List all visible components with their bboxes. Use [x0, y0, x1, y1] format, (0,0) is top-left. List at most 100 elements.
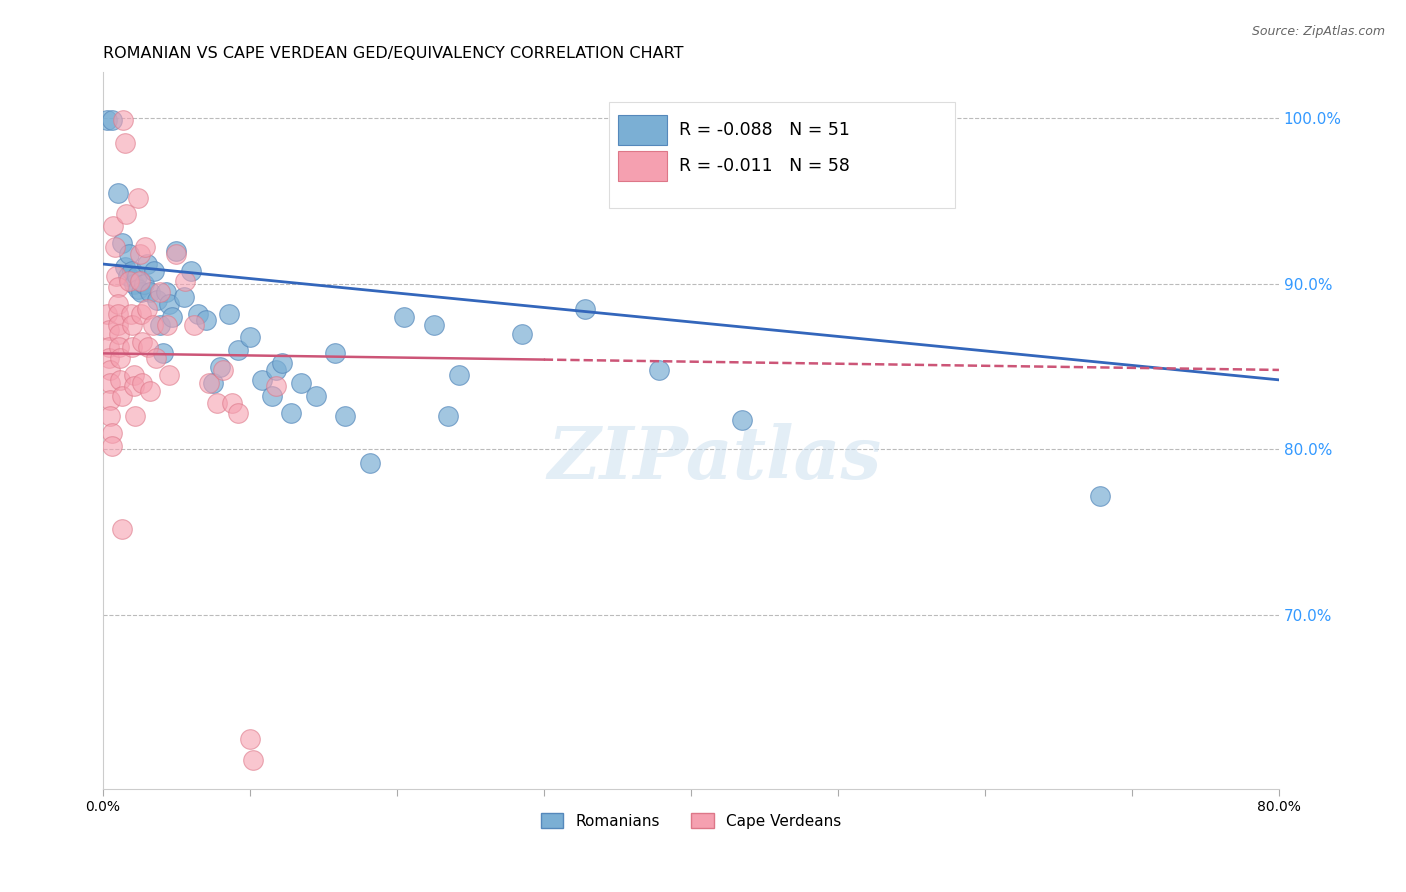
- Point: [266, 379, 288, 393]
- Point: [131, 376, 153, 391]
- Point: [226, 343, 249, 357]
- Point: [152, 346, 174, 360]
- Point: [647, 363, 669, 377]
- Point: [174, 274, 197, 288]
- FancyBboxPatch shape: [619, 151, 668, 181]
- Point: [187, 307, 209, 321]
- Point: [107, 307, 129, 321]
- Legend: Romanians, Cape Verdeans: Romanians, Cape Verdeans: [534, 806, 848, 835]
- Point: [98, 392, 121, 407]
- Point: [146, 293, 169, 308]
- Point: [129, 307, 152, 321]
- Point: [138, 340, 160, 354]
- Text: Source: ZipAtlas.com: Source: ZipAtlas.com: [1251, 25, 1385, 38]
- Point: [111, 389, 134, 403]
- Point: [165, 244, 187, 258]
- Point: [194, 313, 217, 327]
- Text: R = -0.011   N = 58: R = -0.011 N = 58: [679, 157, 851, 175]
- Point: [139, 384, 162, 399]
- Point: [100, 439, 122, 453]
- Point: [105, 268, 128, 283]
- Point: [180, 263, 202, 277]
- Point: [437, 409, 460, 424]
- Point: [239, 330, 262, 344]
- Point: [128, 247, 150, 261]
- Point: [135, 301, 157, 316]
- Point: [183, 318, 205, 333]
- Point: [173, 290, 195, 304]
- Point: [107, 318, 129, 333]
- Point: [280, 406, 302, 420]
- Point: [98, 409, 121, 424]
- Point: [359, 456, 381, 470]
- Point: [149, 285, 172, 300]
- Point: [114, 260, 136, 275]
- Text: ROMANIAN VS CAPE VERDEAN GED/EQUIVALENCY CORRELATION CHART: ROMANIAN VS CAPE VERDEAN GED/EQUIVALENCY…: [103, 46, 683, 62]
- Point: [107, 280, 129, 294]
- Point: [107, 297, 129, 311]
- Point: [145, 351, 167, 366]
- Point: [121, 340, 143, 354]
- Point: [156, 318, 179, 333]
- Point: [132, 277, 155, 291]
- Point: [97, 351, 120, 366]
- Point: [209, 359, 232, 374]
- Point: [197, 376, 219, 391]
- Point: [108, 340, 131, 354]
- Point: [122, 368, 145, 382]
- Point: [131, 334, 153, 349]
- Point: [114, 136, 136, 151]
- Point: [731, 412, 754, 426]
- FancyBboxPatch shape: [609, 103, 956, 208]
- Point: [335, 409, 357, 424]
- Point: [103, 240, 125, 254]
- Point: [128, 274, 150, 288]
- Point: [100, 113, 122, 128]
- Point: [96, 307, 118, 321]
- Point: [110, 373, 132, 387]
- Point: [122, 379, 145, 393]
- Point: [98, 363, 121, 377]
- Point: [100, 425, 122, 440]
- Point: [142, 318, 165, 333]
- Point: [121, 318, 143, 333]
- Point: [111, 235, 134, 250]
- Point: [149, 318, 172, 333]
- Point: [155, 285, 177, 300]
- Point: [96, 113, 118, 128]
- Point: [207, 396, 229, 410]
- Point: [121, 263, 143, 277]
- Point: [118, 247, 141, 261]
- Point: [242, 753, 264, 767]
- Point: [115, 207, 138, 221]
- Point: [139, 285, 162, 300]
- Point: [127, 282, 149, 296]
- Point: [143, 263, 166, 277]
- Point: [97, 323, 120, 337]
- Point: [422, 318, 444, 333]
- Point: [212, 363, 235, 377]
- Point: [107, 186, 129, 200]
- Point: [392, 310, 415, 324]
- Point: [160, 310, 183, 324]
- Point: [108, 326, 131, 341]
- Text: R = -0.088   N = 51: R = -0.088 N = 51: [679, 121, 851, 139]
- Point: [97, 340, 120, 354]
- Point: [98, 376, 121, 391]
- Point: [305, 389, 328, 403]
- Point: [125, 268, 148, 283]
- Point: [117, 268, 139, 283]
- Point: [218, 307, 240, 321]
- Point: [165, 247, 187, 261]
- Point: [122, 277, 145, 291]
- Point: [118, 274, 141, 288]
- Point: [266, 363, 288, 377]
- Point: [202, 376, 225, 391]
- Point: [129, 285, 152, 300]
- Point: [135, 257, 157, 271]
- Point: [124, 409, 146, 424]
- Point: [112, 113, 135, 128]
- FancyBboxPatch shape: [619, 115, 668, 145]
- Point: [447, 368, 470, 382]
- Point: [510, 326, 533, 341]
